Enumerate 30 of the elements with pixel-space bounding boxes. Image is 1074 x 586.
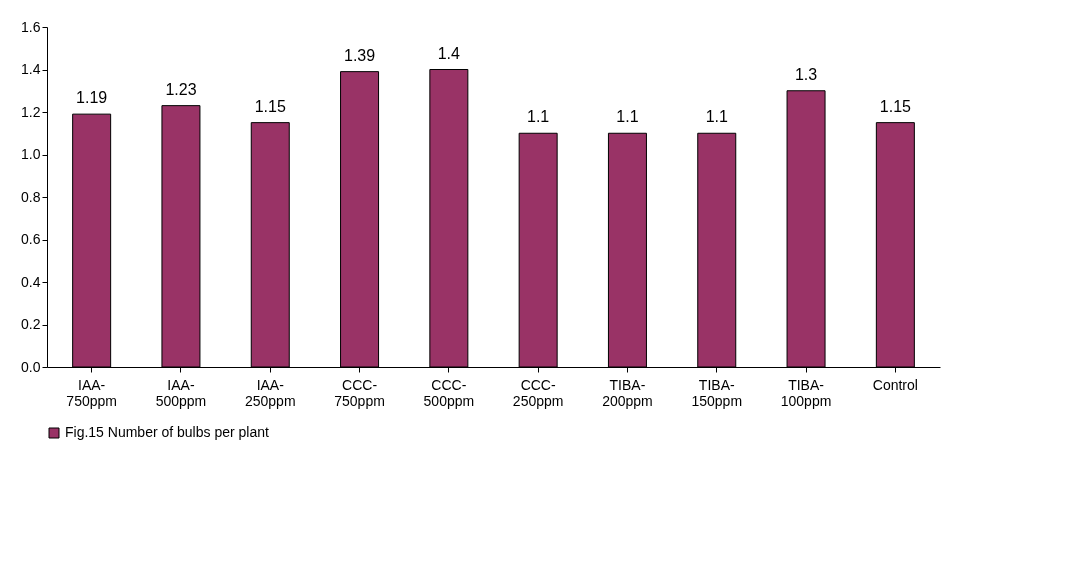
x-tick-label: IAA-750ppm: [66, 376, 117, 409]
data-label: 1.15: [879, 97, 912, 115]
data-label: 1.19: [76, 89, 108, 107]
y-tick-label: 0.8: [21, 188, 41, 205]
y-tick-label: 1.4: [21, 61, 41, 77]
x-tick-label: CCC-750ppm: [334, 376, 385, 409]
y-tick-label: 0.6: [21, 231, 41, 247]
data-label: 1.1: [705, 108, 728, 126]
data-label: 1.4: [437, 44, 461, 62]
x-tick-label: Control: [872, 376, 918, 393]
y-tick-label: 0.2: [21, 316, 41, 332]
y-tick-label: 0.4: [21, 273, 41, 290]
y-tick-label: 1.0: [21, 146, 41, 162]
y-tick-label: 0.0: [21, 358, 41, 375]
data-label: 1.15: [254, 97, 286, 115]
legend-label: Fig.15 Number of bulbs per plant: [65, 424, 269, 440]
data-label: 1.39: [343, 46, 376, 64]
data-label: 1.23: [165, 80, 197, 98]
data-label: 1.1: [616, 108, 639, 126]
x-tick-label: TIBA-100ppm: [780, 376, 832, 409]
data-label: 1.3: [794, 65, 818, 83]
x-tick-label: TIBA-200ppm: [602, 376, 653, 409]
x-tick-label: IAA-500ppm: [155, 376, 207, 409]
x-tick-label: CCC-500ppm: [423, 376, 475, 409]
x-tick-label: TIBA-150ppm: [691, 376, 743, 409]
x-tick-label: IAA-250ppm: [244, 376, 296, 409]
y-tick-label: 1.2: [21, 103, 41, 120]
x-tick-label: CCC-250ppm: [512, 376, 564, 409]
data-label: 1.1: [527, 108, 550, 126]
y-tick-label: 1.6: [21, 18, 41, 35]
